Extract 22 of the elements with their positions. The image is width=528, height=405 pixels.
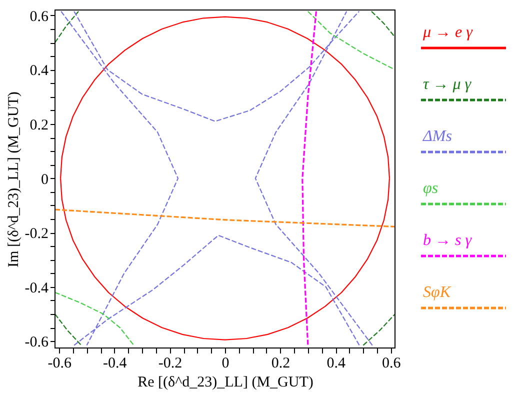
y-tick-label: -0.2 xyxy=(24,226,48,242)
x-tick-label: 0.6 xyxy=(382,356,402,372)
text: φs xyxy=(423,180,438,197)
y-tick-label: 0.2 xyxy=(30,118,48,134)
x-tick-label: -0.2 xyxy=(158,356,182,372)
y-axis-title: Im [(δ^d_23)_LL] (M_GUT) xyxy=(6,92,22,268)
x-tick-label: -0.4 xyxy=(103,356,128,372)
x-axis-title: Re [(δ^d_23)_LL] (M_GUT) xyxy=(138,374,314,390)
x-tick-label: -0.6 xyxy=(48,356,72,372)
y-tick-label: -0.6 xyxy=(24,334,49,351)
y-tick-label: 0 xyxy=(41,172,48,188)
y-tick-label: 0.6 xyxy=(30,8,49,25)
text: SφK xyxy=(423,284,452,301)
x-tick-label: 0 xyxy=(222,356,230,372)
x-tick-label: 0.2 xyxy=(271,356,290,372)
text: τ → μ γ xyxy=(423,76,472,93)
y-tick-label: 0.4 xyxy=(30,63,49,80)
y-tick-label: -0.4 xyxy=(24,280,49,296)
x-tick-label: 0.4 xyxy=(326,356,346,372)
text: ΔMs xyxy=(422,128,452,145)
text: μ → e γ xyxy=(422,24,474,41)
text: b → s γ xyxy=(423,232,472,249)
